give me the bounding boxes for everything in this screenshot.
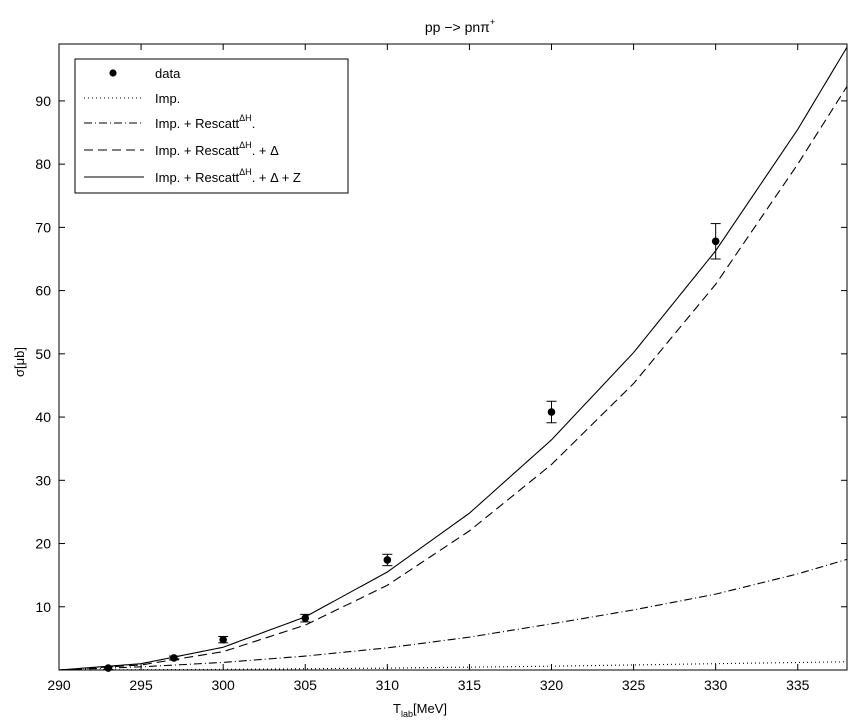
legend-label-imp: Imp. (155, 91, 180, 106)
series-line-2 (58, 558, 848, 671)
y-tick-label: 70 (35, 219, 51, 235)
plot-frame (58, 43, 848, 671)
y-tick-label: 50 (35, 346, 51, 362)
data-point (711, 237, 720, 246)
x-tick-label: 310 (376, 677, 400, 693)
y-tick-label: 90 (35, 93, 51, 109)
y-tick-label: 60 (35, 283, 51, 299)
data-point (170, 654, 178, 662)
legend-label-data: data (155, 66, 181, 81)
chart-title: pp −> pnπ+ (425, 17, 495, 35)
y-axis-ticks: 10 20 30 40 50 60 70 80 90 (35, 93, 847, 615)
x-tick-label: 300 (211, 677, 235, 693)
series-line-3 (58, 86, 848, 671)
x-tick-label: 295 (129, 677, 153, 693)
y-tick-label: 20 (35, 536, 51, 552)
data-points (103, 223, 721, 672)
legend-label-full: Imp. + RescattΔH. + Δ + Z (155, 167, 301, 185)
y-tick-label: 40 (35, 409, 51, 425)
data-point (301, 614, 310, 622)
legend-label-rescatt-delta: Imp. + RescattΔH. + Δ (155, 140, 279, 158)
data-point (383, 556, 392, 564)
x-tick-label: 320 (540, 677, 564, 693)
x-tick-label: 290 (47, 677, 71, 693)
y-axis-label: σ[μb] (12, 347, 27, 377)
series-line-1 (58, 661, 848, 671)
legend-box (74, 58, 349, 194)
data-point (104, 664, 113, 672)
y-tick-label: 80 (35, 156, 51, 172)
legend-marker-data (109, 69, 117, 77)
series-curves (58, 46, 848, 671)
x-tick-label: 335 (786, 677, 810, 693)
x-axis-label: Tlab[MeV] (393, 701, 447, 719)
data-point (547, 408, 556, 416)
x-tick-label: 330 (704, 677, 728, 693)
y-tick-label: 30 (35, 472, 51, 488)
x-tick-label: 325 (622, 677, 646, 693)
legend: data Imp. Imp. + RescattΔH. Imp. + Resca… (74, 58, 349, 194)
data-point (219, 635, 227, 644)
x-axis-ticks: 290 295 300 305 310 315 320 325 330 335 (47, 44, 810, 693)
x-tick-label: 315 (458, 677, 482, 693)
x-tick-label: 305 (294, 677, 318, 693)
legend-label-rescatt: Imp. + RescattΔH. (155, 113, 255, 131)
y-tick-label: 10 (35, 599, 51, 615)
